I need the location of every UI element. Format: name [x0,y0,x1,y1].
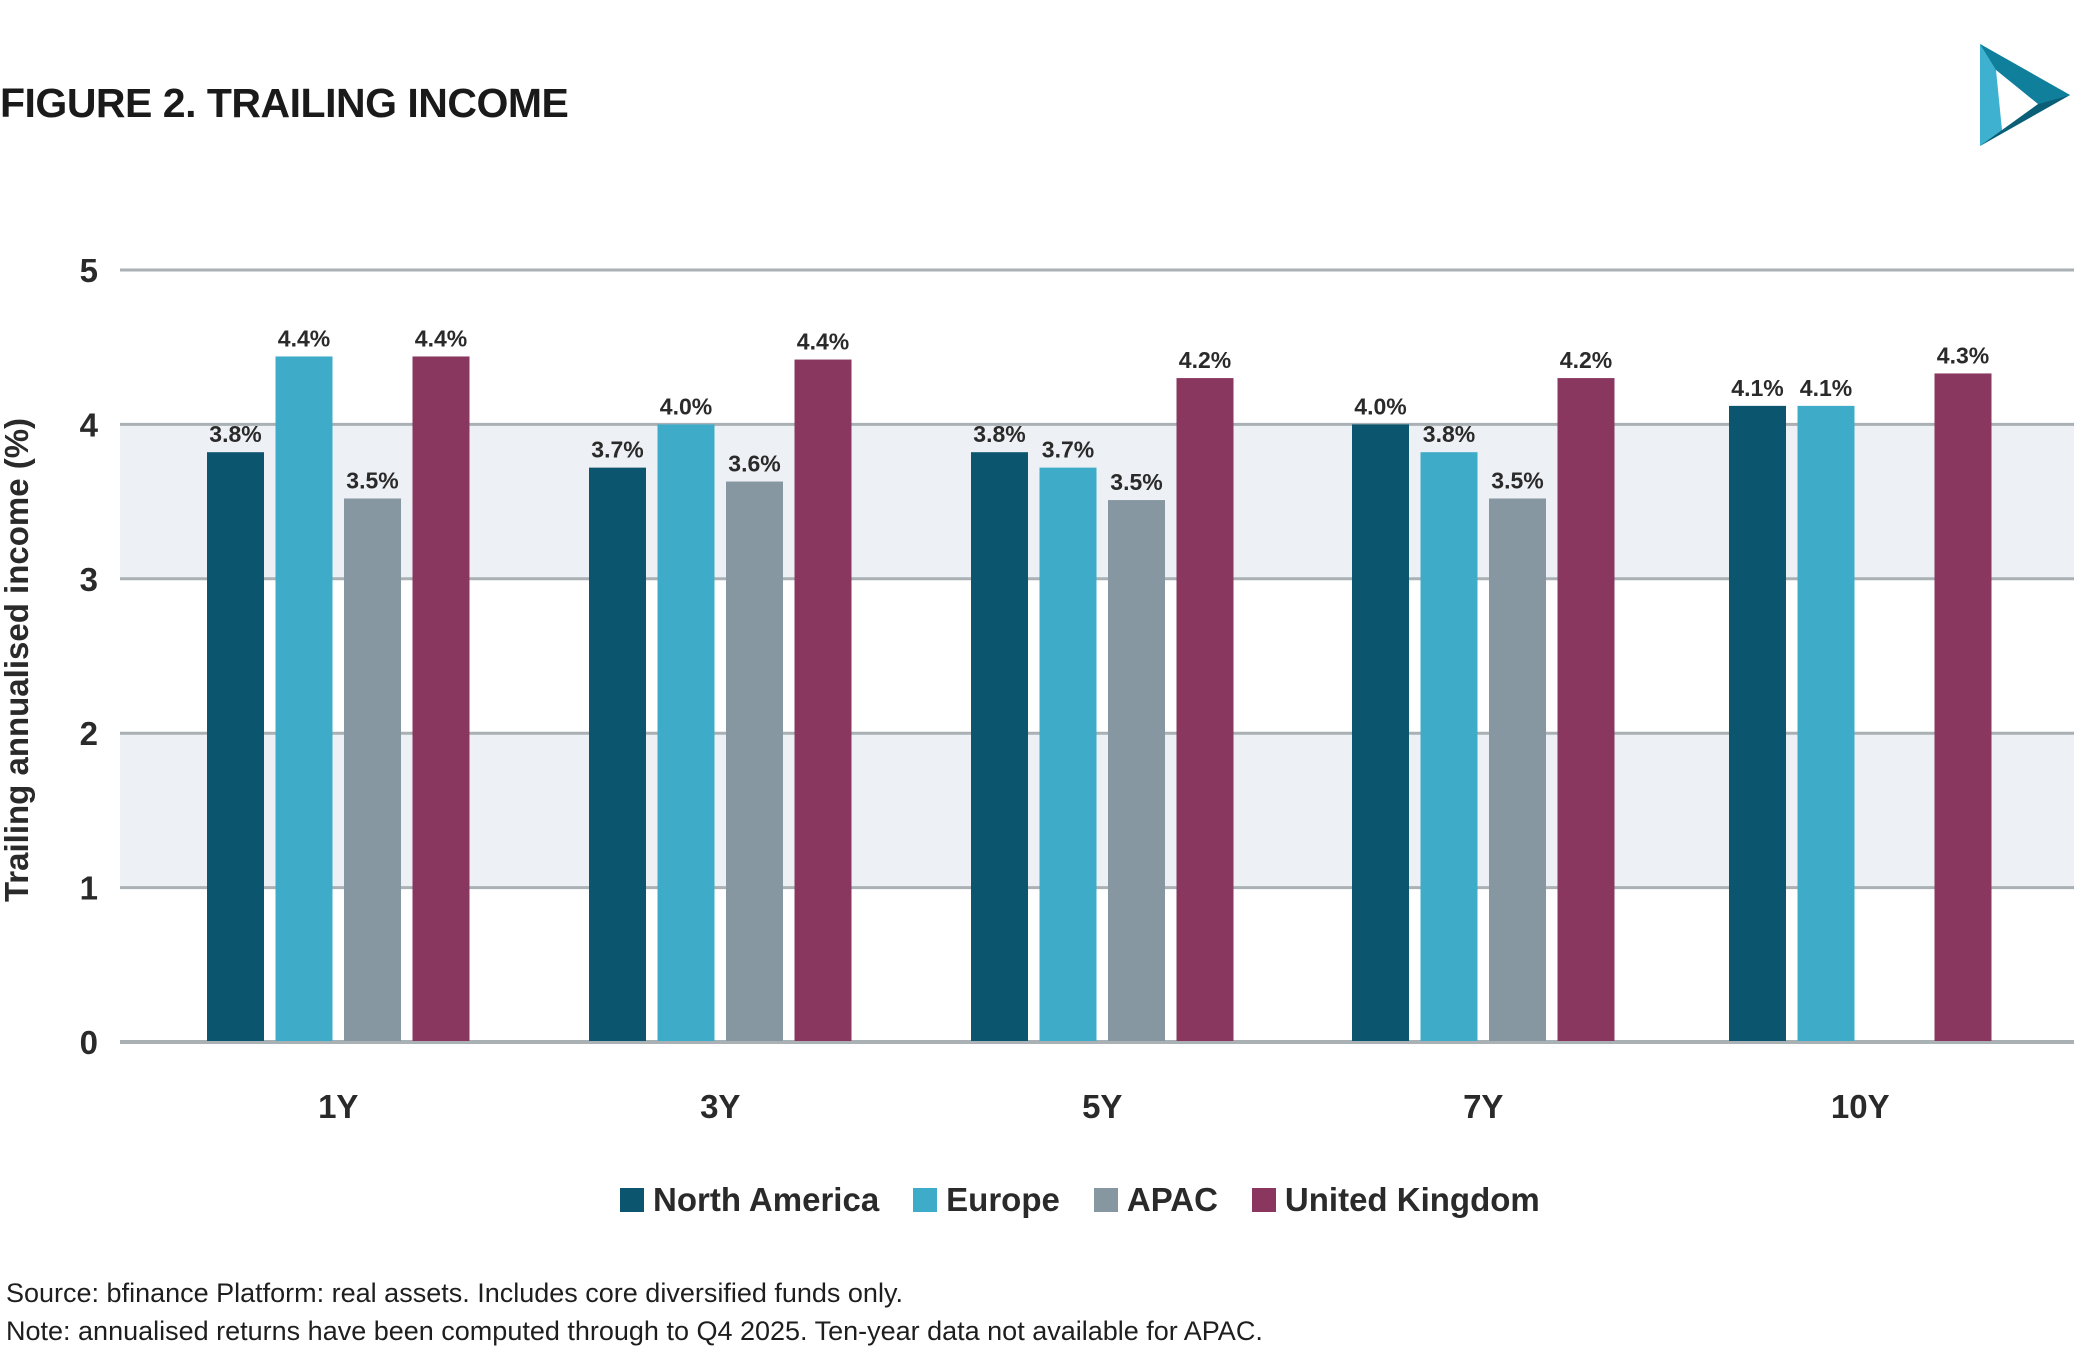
legend-swatch [1093,1188,1118,1212]
x-tick-label: 7Y [1463,1088,1503,1125]
bar-data-label: 3.5% [346,468,398,494]
play-triangle-logo-icon [1980,44,2070,146]
bar-united-kingdom-10y [1934,373,1992,1041]
legend-swatch [620,1188,644,1212]
chart-title: FIGURE 2. TRAILING INCOME [0,80,569,126]
bar-europe-3y [657,424,715,1041]
bar-data-label: 4.4% [797,329,849,355]
y-tick-label: 0 [80,1024,98,1061]
legend: North America Europe APAC United Kingdom [620,1181,1574,1219]
bar-europe-7y [1420,452,1478,1041]
bar-data-label: 4.2% [1560,347,1612,373]
bar-united-kingdom-5y [1176,378,1234,1042]
bar-apac-3y [726,481,783,1041]
bar-north-america-7y [1352,424,1409,1041]
legend-item-europe: Europe [913,1181,1060,1219]
bar-europe-5y [1039,467,1097,1042]
source-note: Source: bfinance Platform: real assets. … [6,1278,903,1308]
bar-data-label: 3.8% [1423,421,1475,447]
bar-apac-1y [344,498,401,1042]
x-tick-label: 10Y [1831,1088,1890,1125]
legend-swatch [1251,1188,1276,1212]
legend-swatch [913,1188,938,1212]
bar-north-america-5y [971,452,1028,1041]
bar-apac-5y [1108,500,1165,1041]
bars [207,356,1992,1042]
legend-label: North America [653,1181,880,1218]
bar-united-kingdom-7y [1557,378,1615,1042]
y-tick-label: 2 [80,715,98,752]
y-axis-label: Trailing annualised income (%) [0,418,35,902]
bar-data-label: 4.1% [1731,375,1783,401]
bar-north-america-10y [1729,405,1786,1041]
bar-data-label: 4.0% [660,393,712,419]
y-tick-label: 5 [80,252,98,289]
bar-data-label: 3.8% [973,421,1025,447]
bar-data-label: 3.8% [209,421,261,447]
bar-data-label: 3.5% [1110,469,1162,495]
bar-data-label: 3.5% [1491,468,1543,494]
bar-data-label: 4.1% [1800,375,1852,401]
bar-united-kingdom-1y [412,356,470,1041]
x-tick-label: 5Y [1082,1088,1122,1125]
bar-data-label: 4.4% [415,325,467,351]
x-tick-label: 3Y [700,1088,740,1125]
bar-data-labels: 3.8% 4.4% 3.5% 4.4% 3.7% 4.0% 3.6% 4.4% 3.8% 3.7%… [209,325,1989,495]
bar-data-label: 4.0% [1354,393,1406,419]
bar-data-label: 4.3% [1937,342,1989,368]
bar-data-label: 3.7% [1042,437,1094,463]
bar-europe-1y [275,356,333,1041]
methodology-note: Note: annualised returns have been compu… [6,1316,1263,1346]
bar-europe-10y [1797,405,1855,1041]
legend-item-united-kingdom: United Kingdom [1251,1181,1540,1219]
bar-data-label: 4.4% [278,325,330,351]
bar-north-america-3y [589,467,646,1042]
bar-united-kingdom-3y [794,359,852,1041]
y-tick-label: 4 [80,406,99,443]
legend-label: APAC [1126,1181,1218,1218]
bar-apac-7y [1489,498,1546,1042]
x-axis-ticks: 1Y 3Y 5Y 7Y 10Y [318,1088,1890,1125]
bar-data-label: 3.6% [728,451,780,477]
y-axis-ticks: 0 1 2 3 4 5 [80,252,99,1061]
legend-label: United Kingdom [1284,1181,1540,1218]
bar-data-label: 3.7% [591,437,643,463]
y-tick-label: 1 [80,870,98,907]
bar-data-label: 4.2% [1179,347,1231,373]
legend-label: Europe [946,1181,1060,1218]
y-tick-label: 3 [80,561,98,598]
x-tick-label: 1Y [318,1088,358,1125]
bar-north-america-1y [207,452,264,1041]
legend-item-north-america: North America [620,1181,879,1219]
legend-item-apac: APAC [1093,1181,1218,1219]
